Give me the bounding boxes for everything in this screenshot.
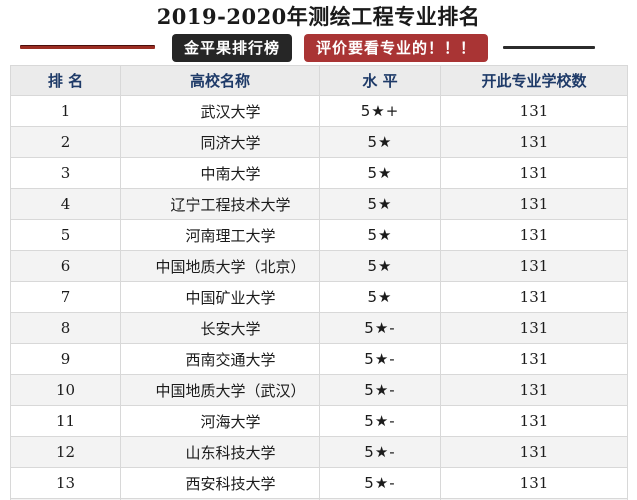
level-cell: 5★ — [319, 250, 441, 282]
count-cell: 131 — [440, 95, 628, 127]
table-row: 13 西安科技大学 5★- 131 — [10, 467, 628, 499]
rank-cell: 12 — [10, 436, 121, 468]
count-cell: 131 — [440, 157, 628, 189]
table-row: 4 辽宁工程技术大学 5★ 131 — [10, 188, 628, 220]
count-cell: 131 — [440, 312, 628, 344]
table-body: 1 武汉大学 5★+ 131 2 同济大学 5★ 131 3 中南大学 5★ 1 — [10, 95, 628, 500]
page-title: 2019-2020年测绘工程专业排名 — [156, 4, 481, 29]
university-cell: 中国地质大学（武汉） — [120, 374, 320, 406]
level-cell: 5★- — [319, 467, 441, 499]
table-row: 10 中国地质大学（武汉） 5★- 131 — [10, 374, 628, 406]
rank-cell: 11 — [10, 405, 121, 437]
level-cell: 5★- — [319, 374, 441, 406]
count-cell: 131 — [440, 467, 628, 499]
brand-badge: 金平果排行榜 — [172, 33, 293, 62]
count-cell: 131 — [440, 436, 628, 468]
level-cell: 5★- — [319, 343, 441, 375]
column-header-rank: 排 名 — [10, 65, 121, 96]
table-row: 5 河南理工大学 5★ 131 — [10, 219, 628, 251]
decorative-line-right — [503, 46, 596, 49]
badge-row: 金平果排行榜 评价要看专业的！！！ — [0, 33, 637, 62]
level-cell: 5★- — [319, 436, 441, 468]
rank-cell: 8 — [10, 312, 121, 344]
level-cell: 5★- — [319, 312, 441, 344]
rank-cell: 4 — [10, 188, 121, 220]
count-cell: 131 — [440, 374, 628, 406]
count-cell: 131 — [440, 405, 628, 437]
university-cell: 武汉大学 — [120, 95, 320, 127]
university-cell: 河海大学 — [120, 405, 320, 437]
table-row: 2 同济大学 5★ 131 — [10, 126, 628, 158]
level-cell: 5★+ — [319, 95, 441, 127]
column-header-school-count: 开此专业学校数 — [440, 65, 628, 96]
count-cell: 131 — [440, 498, 628, 500]
university-cell: 西南交通大学 — [120, 343, 320, 375]
rank-cell: 10 — [10, 374, 121, 406]
table-row: 7 中国矿业大学 5★ 131 — [10, 281, 628, 313]
university-cell: 辽宁工程技术大学 — [120, 188, 320, 220]
rank-cell: 1 — [10, 95, 121, 127]
rank-cell: 6 — [10, 250, 121, 282]
level-cell: 5★ — [319, 219, 441, 251]
count-cell: 131 — [440, 219, 628, 251]
level-cell: 5★ — [319, 157, 441, 189]
column-header-level: 水 平 — [319, 65, 441, 96]
table-row: 11 河海大学 5★- 131 — [10, 405, 628, 437]
count-cell: 131 — [440, 281, 628, 313]
university-cell: 河南理工大学 — [120, 219, 320, 251]
university-cell: 中国矿业大学 — [120, 281, 320, 313]
university-cell: 同济大学 — [120, 126, 320, 158]
level-cell: 5★- — [319, 405, 441, 437]
table-row: 8 长安大学 5★- 131 — [10, 312, 628, 344]
table-row: 9 西南交通大学 5★- 131 — [10, 343, 628, 375]
rank-cell: 7 — [10, 281, 121, 313]
level-cell: 5★ — [319, 281, 441, 313]
ranking-table: 排 名 高校名称 水 平 开此专业学校数 1 武汉大学 5★+ 131 2 同济… — [10, 65, 628, 500]
level-cell: 5★ — [319, 188, 441, 220]
table-header-row: 排 名 高校名称 水 平 开此专业学校数 — [10, 65, 628, 96]
rank-cell: 3 — [10, 157, 121, 189]
decorative-line-left — [20, 46, 155, 49]
count-cell: 131 — [440, 126, 628, 158]
university-cell: 西安科技大学 — [120, 467, 320, 499]
count-cell: 131 — [440, 250, 628, 282]
rank-cell: 13 — [10, 467, 121, 499]
rank-cell: 2 — [10, 126, 121, 158]
university-cell: 山东科技大学 — [120, 436, 320, 468]
university-cell: 中南大学 — [120, 157, 320, 189]
rank-cell: 9 — [10, 343, 121, 375]
university-cell: 长安大学 — [120, 312, 320, 344]
table-row: 6 中国地质大学（北京） 5★ 131 — [10, 250, 628, 282]
table-row: 3 中南大学 5★ 131 — [10, 157, 628, 189]
university-cell: 中国地质大学（北京） — [120, 250, 320, 282]
count-cell: 131 — [440, 343, 628, 375]
column-header-university: 高校名称 — [120, 65, 320, 96]
rank-cell: 5 — [10, 219, 121, 251]
table-row: 1 武汉大学 5★+ 131 — [10, 95, 628, 127]
count-cell: 131 — [440, 188, 628, 220]
table-row: 14 中国矿业大学（北京） 4★ 131 — [10, 498, 628, 500]
level-cell: 5★ — [319, 126, 441, 158]
slogan-badge: 评价要看专业的！！！ — [304, 33, 489, 62]
table-row: 12 山东科技大学 5★- 131 — [10, 436, 628, 468]
